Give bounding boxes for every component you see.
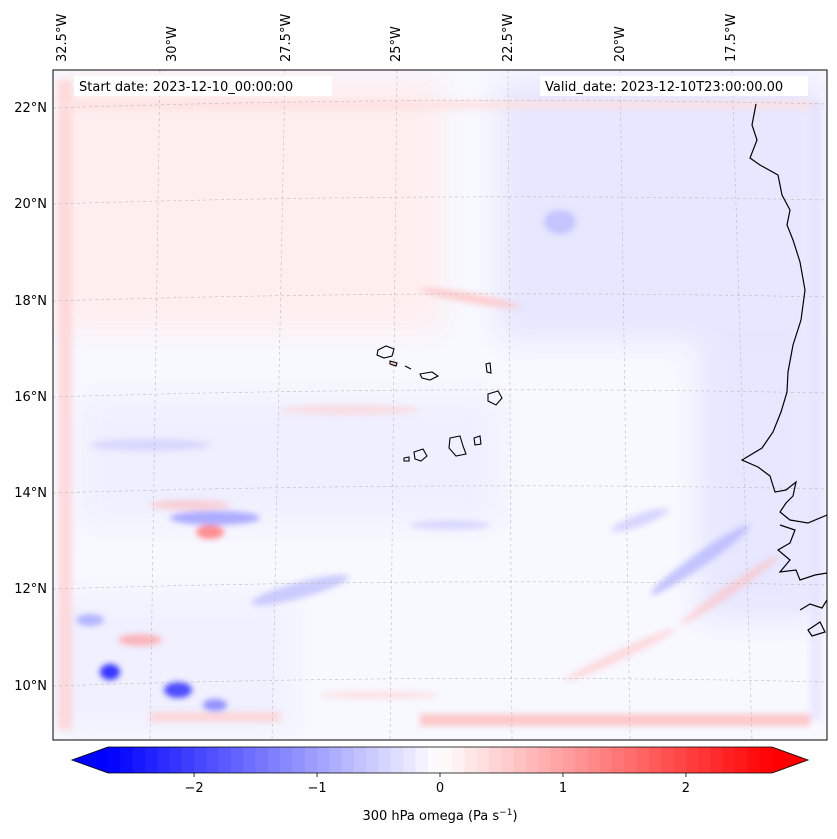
colorbar-tick-label: 0 [436, 781, 444, 796]
colorbar-tick-label: 2 [682, 781, 690, 796]
colorbar-cell [415, 747, 429, 773]
colorbar-cell [317, 747, 330, 773]
start-date-label: Start date: 2023-12-10_00:00:00 [79, 80, 293, 95]
colorbar-cell [661, 747, 675, 773]
lon-label: 27.5°W [279, 14, 294, 62]
colorbar-cell [452, 747, 466, 773]
colorbar-cell [378, 747, 392, 773]
colorbar: −2 −1 0 1 2 300 hPa omega (Pa s−1) [70, 746, 810, 824]
colorbar-cell [550, 747, 564, 773]
colorbar-cell [673, 747, 687, 773]
colorbar-cell [132, 747, 146, 773]
colorbar-cell [218, 747, 232, 773]
colorbar-cell [206, 747, 220, 773]
colorbar-cell [329, 747, 343, 773]
colorbar-cell [267, 747, 281, 773]
lat-label: 10°N [14, 679, 47, 694]
colorbar-cell [120, 747, 134, 773]
lon-label: 25°W [389, 26, 404, 62]
colorbar-cell [157, 747, 171, 773]
map-frame [52, 69, 828, 741]
colorbar-cell [562, 747, 576, 773]
lon-label: 30°W [165, 26, 180, 62]
colorbar-cell [476, 747, 490, 773]
colorbar-cell [513, 747, 527, 773]
map-panel [52, 69, 828, 741]
colorbar-cell [759, 747, 773, 773]
colorbar-cell [243, 747, 257, 773]
colorbar-cell [599, 747, 613, 773]
colorbar-cell [366, 747, 380, 773]
colorbar-cell [181, 747, 195, 773]
coastline [740, 103, 827, 637]
colorbar-cell [464, 747, 478, 773]
valid-date-box [540, 76, 808, 96]
colorbar-cell [341, 747, 355, 773]
colorbar-cell [698, 747, 712, 773]
longitude-labels: 32.5°W 30°W 27.5°W 25°W 22.5°W 20°W 17.5… [55, 14, 739, 62]
colorbar-cell [636, 747, 650, 773]
cape-verde-islands [376, 345, 503, 462]
colorbar-ticks: −2 −1 0 1 2 [184, 773, 690, 796]
lon-label: 20°W [613, 26, 628, 62]
omega-field [53, 70, 827, 740]
colorbar-cell [747, 747, 761, 773]
graticule [53, 70, 827, 740]
colorbar-cell [587, 747, 601, 773]
colorbar-cell [649, 747, 662, 773]
colorbar-cell [612, 747, 626, 773]
lon-label: 22.5°W [501, 14, 516, 62]
colorbar-tick-label: −1 [307, 781, 326, 796]
colorbar-extend-high [772, 747, 808, 773]
lat-label: 16°N [14, 390, 47, 405]
colorbar-cell [169, 747, 183, 773]
colorbar-tick-label: 1 [559, 781, 567, 796]
colorbar-cell [255, 747, 269, 773]
colorbar-cells [108, 747, 773, 773]
colorbar-cell [292, 747, 306, 773]
latitude-labels: 22°N 20°N 18°N 16°N 14°N 12°N 10°N [14, 101, 47, 694]
colorbar-cell [685, 747, 699, 773]
lat-label: 22°N [14, 101, 47, 116]
colorbar-cell [194, 747, 207, 773]
lon-label: 17.5°W [724, 14, 739, 62]
colorbar-cell [575, 747, 589, 773]
colorbar-title: 300 hPa omega (Pa s−1) [362, 808, 517, 824]
colorbar-cell [403, 747, 417, 773]
colorbar-cell [230, 747, 244, 773]
colorbar-cell [735, 747, 749, 773]
colorbar-cell [526, 747, 539, 773]
lat-label: 14°N [14, 486, 47, 501]
colorbar-cell [501, 747, 515, 773]
colorbar-tick-label: −2 [184, 781, 203, 796]
lon-label: 32.5°W [55, 14, 70, 62]
colorbar-cell [489, 747, 503, 773]
colorbar-cell [710, 747, 724, 773]
colorbar-cell [390, 747, 404, 773]
colorbar-cell [427, 747, 441, 773]
colorbar-cell [722, 747, 736, 773]
colorbar-cell [144, 747, 158, 773]
colorbar-cell [280, 747, 294, 773]
colorbar-outline [70, 746, 810, 774]
colorbar-cell [108, 747, 121, 773]
colorbar-cell [440, 747, 453, 773]
lat-label: 18°N [14, 294, 47, 309]
lat-label: 20°N [14, 197, 47, 212]
valid-date-label: Valid_date: 2023-12-10T23:00:00.00 [545, 80, 783, 95]
colorbar-cell [538, 747, 552, 773]
colorbar-cell [304, 747, 318, 773]
colorbar-extend-low [72, 747, 108, 773]
colorbar-cell [353, 747, 367, 773]
colorbar-cell [624, 747, 638, 773]
lat-label: 12°N [14, 582, 47, 597]
start-date-box [74, 76, 332, 96]
